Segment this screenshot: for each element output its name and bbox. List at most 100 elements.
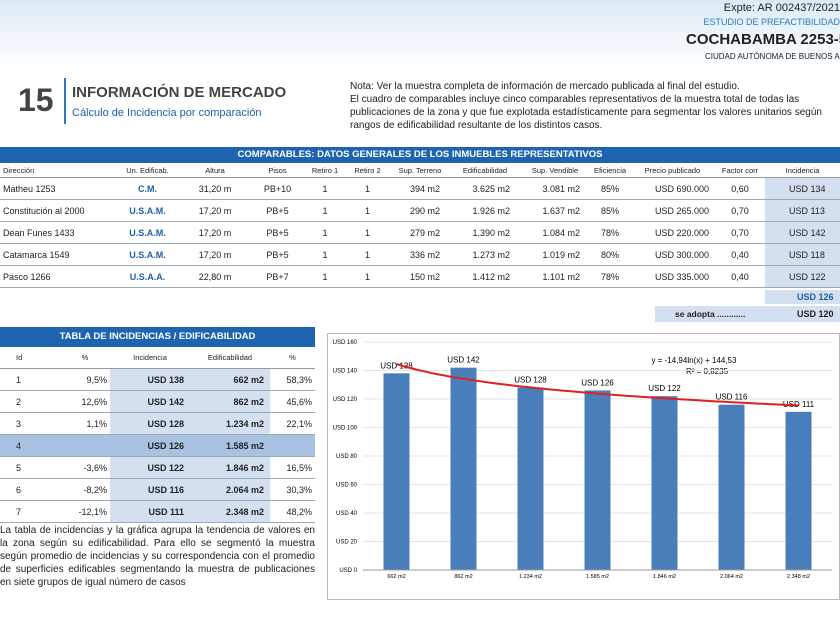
header-band bbox=[0, 0, 840, 68]
cell: 0,40 bbox=[731, 271, 749, 282]
column-header: Id bbox=[16, 353, 23, 362]
column-header: Pisos bbox=[268, 165, 287, 175]
column-header: Edificabilidad bbox=[207, 353, 253, 362]
cell: 1,1% bbox=[86, 418, 107, 429]
cell: 1 bbox=[322, 271, 328, 282]
value-label: USD 126 bbox=[581, 378, 614, 387]
y-tick-label: USD 60 bbox=[336, 483, 358, 489]
cell: 1 bbox=[322, 205, 328, 216]
bar bbox=[383, 373, 410, 570]
cell: 30,3% bbox=[286, 484, 312, 495]
column-header: Incidencia bbox=[133, 353, 167, 362]
chart: y = -14,94ln(x) + 144,53 R² = 0,8235 USD… bbox=[327, 333, 840, 600]
column-header: Precio publicado bbox=[644, 165, 701, 175]
cell: Pasco 1266 bbox=[3, 271, 51, 282]
x-tick-label: 2.064 m2 bbox=[720, 574, 743, 580]
cell: 1.390 m2 bbox=[472, 227, 510, 238]
x-tick-label: 1.846 m2 bbox=[653, 574, 676, 580]
divider bbox=[64, 78, 66, 124]
cell: USD 335.000 bbox=[654, 271, 709, 282]
cell: 0,40 bbox=[731, 249, 749, 260]
column-header: Retiro 2 bbox=[354, 165, 381, 175]
x-tick-label: 862 m2 bbox=[454, 574, 472, 580]
cell: U.S.A.M. bbox=[129, 249, 166, 260]
cell: PB+7 bbox=[266, 271, 289, 282]
note-line: El cuadro de comparables incluye cinco c… bbox=[350, 94, 822, 131]
section-subtitle: Cálculo de Incidencia por comparación bbox=[72, 107, 262, 119]
column-header: Edificabilidad bbox=[462, 165, 508, 175]
cell: 0,70 bbox=[731, 205, 749, 216]
note-line: Nota: Ver la muestra completa de informa… bbox=[350, 81, 740, 92]
x-tick-label: 1.585 m2 bbox=[586, 574, 609, 580]
incidencias: TABLA DE INCIDENCIAS / EDIFICABILIDAD Id… bbox=[0, 327, 315, 523]
cell: 80% bbox=[600, 249, 619, 260]
cell: USD 265.000 bbox=[654, 205, 709, 216]
cell: 17,20 m bbox=[198, 249, 232, 260]
cell: 2 bbox=[16, 396, 22, 407]
column-header: Dirección bbox=[3, 165, 35, 175]
cell: 1 bbox=[322, 183, 328, 194]
cell: 12,6% bbox=[81, 396, 107, 407]
r-squared: R² = 0,8235 bbox=[686, 367, 729, 376]
cell: USD 142 bbox=[765, 221, 840, 244]
cell: 2.348 m2 bbox=[190, 500, 270, 523]
cell: 1 bbox=[16, 374, 22, 385]
cell: 22,80 m bbox=[198, 271, 232, 282]
cell: 1.084 m2 bbox=[542, 227, 580, 238]
column-header: Sup. Terreno bbox=[398, 165, 442, 175]
column-header: Sup. Vendible bbox=[531, 165, 579, 175]
comparables-table: Dirección Un. Edificab. Altura Pisos Retiro … bbox=[0, 163, 840, 288]
cell: -12,1% bbox=[78, 506, 107, 517]
cell: PB+5 bbox=[266, 227, 289, 238]
cell bbox=[60, 435, 110, 457]
cell: 1.412 m2 bbox=[472, 271, 510, 282]
cell: USD 128 bbox=[110, 412, 190, 435]
equation: y = -14,94ln(x) + 144,53 bbox=[652, 356, 737, 365]
cell: 5 bbox=[16, 462, 22, 473]
cell: 17,20 m bbox=[198, 227, 232, 238]
bar bbox=[450, 367, 477, 570]
x-tick-label: 1.234 m2 bbox=[519, 574, 542, 580]
chart-frame bbox=[327, 333, 840, 600]
address: COCHABAMBA 2253-59-63 bbox=[686, 31, 840, 48]
cell: Dean Funes 1433 bbox=[3, 227, 75, 238]
cell: USD 142 bbox=[110, 390, 190, 413]
column-header: Factor corr bbox=[721, 165, 759, 175]
cell: 1 bbox=[364, 249, 370, 260]
row: Constitución al 2000 U.S.A.M. 17,20 m PB+5 1… bbox=[0, 199, 840, 222]
cell: 279 m2 bbox=[409, 227, 440, 238]
row: 3 1,1% USD 128 1.234 m2 22,1% bbox=[0, 412, 315, 435]
comparables-title: COMPARABLES: DATOS GENERALES DE LOS INMU… bbox=[0, 147, 840, 163]
cell: USD 122 bbox=[110, 456, 190, 479]
cell: 85% bbox=[600, 205, 619, 216]
cell: U.S.A.A. bbox=[129, 271, 166, 282]
study: ESTUDIO DE PREFACTIBILIDAD bbox=[703, 17, 840, 27]
cell: USD 220.000 bbox=[654, 227, 709, 238]
cell: 7 bbox=[16, 506, 22, 517]
cell: 1 bbox=[364, 227, 370, 238]
row: 6 -8,2% USD 116 2.064 m2 30,3% bbox=[0, 478, 315, 501]
cell: 1.585 m2 bbox=[225, 440, 264, 451]
row: 2 12,6% USD 142 862 m2 45,6% bbox=[0, 390, 315, 413]
cell: PB+5 bbox=[266, 249, 289, 260]
cell: Matheu 1253 bbox=[3, 183, 56, 194]
incidencias-title: TABLA DE INCIDENCIAS / EDIFICABILIDAD bbox=[0, 327, 315, 347]
incidencias-table: Id% Incidencia Edificabilidad% 1 9,5% USD 138… bbox=[0, 347, 315, 523]
cell: USD 690.000 bbox=[654, 183, 709, 194]
cell: 3.625 m2 bbox=[472, 183, 510, 194]
cell: 58,3% bbox=[286, 374, 312, 385]
row: Pasco 1266 U.S.A.A. 22,80 m PB+7 1 1 150 m2 1.4… bbox=[0, 265, 840, 288]
cell: 3 bbox=[16, 418, 22, 429]
cell: USD 126 bbox=[147, 440, 184, 451]
cell: PB+5 bbox=[266, 205, 289, 216]
row: 4 USD 126 1.585 m2 bbox=[0, 434, 315, 457]
cell: USD 122 bbox=[765, 265, 840, 288]
cell: U.S.A.M. bbox=[129, 205, 166, 216]
cell: U.S.A.M. bbox=[129, 227, 166, 238]
y-tick-label: USD 100 bbox=[333, 426, 358, 432]
value-label: USD 111 bbox=[783, 400, 815, 409]
column-header: Eficiencia bbox=[593, 165, 627, 175]
row: Dean Funes 1433 U.S.A.M. 17,20 m PB+5 1 1 279 … bbox=[0, 221, 840, 244]
column-header: Altura bbox=[205, 165, 225, 175]
